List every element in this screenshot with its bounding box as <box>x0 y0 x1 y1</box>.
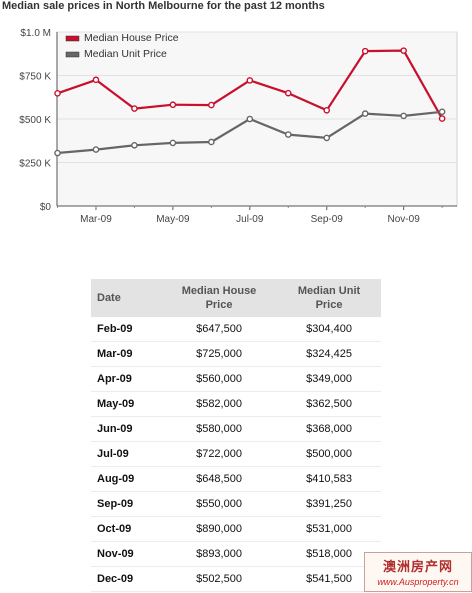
table-row: Oct-09 $890,000 $531,000 <box>91 516 381 542</box>
y-tick-label: $500 K <box>19 115 51 126</box>
y-tick-label: $250 K <box>19 159 51 170</box>
cell-date: May-09 <box>91 391 161 417</box>
cell-unit-price: $541,500 <box>277 566 381 592</box>
x-tick-label: May-09 <box>156 214 190 225</box>
cell-house-price: $560,000 <box>161 366 278 392</box>
cell-date: Dec-09 <box>91 566 161 592</box>
data-point <box>361 110 369 117</box>
table-row: Sep-09 $550,000 $391,250 <box>91 491 381 517</box>
cell-date: Jun-09 <box>91 416 161 442</box>
data-point <box>323 134 331 142</box>
data-point <box>246 77 254 84</box>
y-tick-label: $1.0 M <box>20 28 51 39</box>
cell-house-price: $502,500 <box>161 566 278 592</box>
data-point <box>400 112 407 120</box>
table-row: Apr-09 $560,000 $349,000 <box>91 366 381 392</box>
cell-unit-price: $531,000 <box>277 516 381 542</box>
data-point <box>92 146 100 153</box>
cell-date: Aug-09 <box>91 466 161 492</box>
cell-unit-price: $391,250 <box>277 491 381 517</box>
cell-unit-price: $324,425 <box>277 341 381 367</box>
y-axis: $0 $250 K $500 K $750 K $1.0 M <box>19 28 51 213</box>
table-row: Dec-09 $502,500 $541,500 <box>91 566 381 592</box>
cell-date: Apr-09 <box>91 366 161 392</box>
table-row: Aug-09 $648,500 $410,583 <box>91 466 381 492</box>
chart-title: Median sale prices in North Melbourne fo… <box>2 0 325 12</box>
cell-house-price: $722,000 <box>161 441 278 467</box>
cell-house-price: $647,500 <box>161 317 278 342</box>
watermark-url: www.Ausproperty.cn <box>377 577 459 587</box>
data-point <box>54 149 61 157</box>
cell-unit-price: $349,000 <box>277 366 381 392</box>
header-unit-price: Median Unit Price <box>277 279 381 317</box>
watermark-logo: 澳洲房产网 www.Ausproperty.cn <box>364 552 472 592</box>
series-lines <box>54 47 446 157</box>
cell-date: Feb-09 <box>91 317 161 342</box>
x-tick-label: Nov-09 <box>388 214 421 225</box>
data-point <box>438 108 446 116</box>
header-date: Date <box>91 279 161 317</box>
cell-house-price: $550,000 <box>161 491 278 517</box>
data-point <box>131 105 138 112</box>
table-row: May-09 $582,000 $362,500 <box>91 391 381 417</box>
data-point <box>246 115 254 123</box>
data-point <box>438 115 446 122</box>
y-tick-label: $750 K <box>19 72 51 83</box>
x-tick-label: Jul-09 <box>236 214 264 225</box>
cell-house-price: $725,000 <box>161 341 278 367</box>
data-point <box>169 101 177 109</box>
data-point <box>208 138 215 146</box>
cell-unit-price: $368,000 <box>277 416 381 442</box>
table-row: Jun-09 $580,000 $368,000 <box>91 416 381 442</box>
legend: Median House Price Median Unit Price <box>65 32 179 60</box>
cell-house-price: $580,000 <box>161 416 278 442</box>
data-point <box>400 47 407 54</box>
cell-house-price: $648,500 <box>161 466 278 492</box>
data-point <box>54 90 61 97</box>
cell-unit-price: $500,000 <box>277 441 381 467</box>
data-point <box>284 131 292 138</box>
cell-date: Sep-09 <box>91 491 161 517</box>
data-point <box>323 107 331 114</box>
data-point <box>92 76 100 84</box>
legend-label: Median House Price <box>84 32 179 44</box>
cell-unit-price: $362,500 <box>277 391 381 417</box>
cell-date: Jul-09 <box>91 441 161 467</box>
grid-lines <box>56 31 457 207</box>
line-chart: $0 $250 K $500 K $750 K $1.0 M Mar-09 May-09 J… <box>19 28 458 225</box>
cell-date: Oct-09 <box>91 516 161 542</box>
cell-date: Mar-09 <box>91 341 161 367</box>
data-point <box>208 101 215 109</box>
cell-unit-price: $518,000 <box>277 541 381 567</box>
header-house-price: Median House Price <box>161 279 278 317</box>
watermark-title: 澳洲房产网 <box>382 560 453 575</box>
y-tick-label: $0 <box>40 202 52 213</box>
cell-unit-price: $410,583 <box>277 466 381 492</box>
cell-house-price: $893,000 <box>161 541 278 567</box>
table-row: Feb-09 $647,500 $304,400 <box>91 317 381 342</box>
legend-swatch <box>65 35 80 42</box>
table-row: Nov-09 $893,000 $518,000 <box>91 541 381 567</box>
data-point <box>131 141 138 149</box>
table-row: Mar-09 $725,000 $324,425 <box>91 341 381 367</box>
cell-unit-price: $304,400 <box>277 317 381 342</box>
data-point <box>284 89 292 97</box>
price-table: Date Median House Price Median Unit Pric… <box>91 279 381 592</box>
data-point <box>169 139 177 147</box>
legend-swatch <box>65 51 80 58</box>
x-axis: Mar-09 May-09 Jul-09 Sep-09 Nov-09 <box>57 206 443 225</box>
x-tick-label: Mar-09 <box>80 214 112 225</box>
cell-house-price: $582,000 <box>161 391 278 417</box>
legend-label: Median Unit Price <box>84 48 167 60</box>
cell-house-price: $890,000 <box>161 516 278 542</box>
x-tick-label: Sep-09 <box>311 214 344 225</box>
cell-date: Nov-09 <box>91 541 161 567</box>
price-table-container: Date Median House Price Median Unit Pric… <box>91 279 381 592</box>
data-point <box>361 47 369 55</box>
table-header-row: Date Median House Price Median Unit Pric… <box>91 279 381 317</box>
table-row: Jul-09 $722,000 $500,000 <box>91 441 381 467</box>
